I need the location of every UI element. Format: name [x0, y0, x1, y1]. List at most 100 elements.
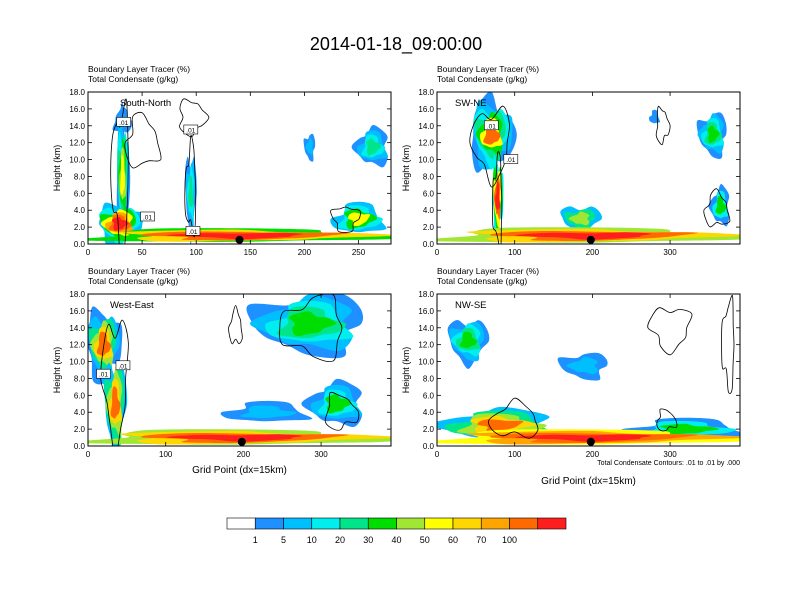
plot-frame [87, 91, 392, 245]
tracer-field-label: Boundary Layer Tracer (%) [437, 64, 539, 74]
contour-label-box [116, 117, 132, 127]
x-tick-label: 150 [244, 248, 258, 257]
condensate-cell [459, 331, 478, 348]
x-tick-label: 300 [663, 248, 677, 257]
tracer-field-label: Boundary Layer Tracer (%) [88, 64, 190, 74]
condensate-cell [568, 211, 590, 226]
condensate-field: .01 .01 [88, 294, 391, 446]
x-tick-label: 100 [159, 450, 173, 459]
y-tick-label: 2.0 [423, 425, 435, 434]
y-tick-label: 10.0 [69, 156, 85, 165]
condensate-field-label: Total Condensate (g/kg) [88, 276, 178, 286]
condensate-cell [305, 137, 313, 156]
y-tick-label: 12.0 [418, 341, 434, 350]
y-tick-label: 0.0 [74, 442, 86, 451]
panel-label: NW-SE [455, 300, 487, 311]
x-tick-label: 100 [508, 450, 522, 459]
y-axis-label: Height (km) [52, 145, 62, 192]
y-tick-label: 8.0 [423, 172, 435, 181]
x-tick-label: 100 [508, 248, 522, 257]
contour-label: .01 [506, 157, 515, 164]
condensate-cell [515, 434, 652, 442]
condensate-contour [647, 307, 693, 356]
contour-label-box [183, 124, 199, 135]
contour-label-box [140, 211, 155, 222]
x-tick-label: 300 [314, 450, 328, 459]
x-tick-label: 0 [435, 450, 440, 459]
location-marker [237, 437, 246, 446]
plot-frame [436, 91, 741, 245]
y-tick-label: 12.0 [69, 341, 85, 350]
contour-label-box [115, 360, 131, 371]
tracer-field-label: Boundary Layer Tracer (%) [88, 266, 190, 276]
y-tick-label: 18.0 [69, 290, 85, 299]
condensate-field-label: Total Condensate (g/kg) [437, 276, 527, 286]
condensate-field: .01 .01 [437, 92, 740, 244]
x-tick-label: 200 [586, 248, 600, 257]
location-marker [235, 235, 244, 244]
colorbar-swatch [396, 517, 426, 530]
x-axis-label: Grid Point (dx=15km) [541, 476, 636, 487]
colorbar-label: 40 [391, 535, 401, 545]
y-tick-label: 10.0 [69, 358, 85, 367]
colorbar-swatch [367, 517, 397, 530]
y-axis-label: Height (km) [52, 347, 62, 394]
colorbar-swatch [339, 517, 369, 530]
colorbar: 1 5 10 20 30 40 50 60 70 100 [226, 517, 567, 545]
condensate-contour [110, 98, 129, 244]
y-tick-label: 14.0 [69, 324, 85, 333]
condensate-cell [707, 125, 720, 144]
y-tick-label: 4.0 [74, 206, 86, 215]
y-tick-label: 4.0 [423, 206, 435, 215]
y-tick-label: 2.0 [74, 223, 86, 232]
x-tick-label: 0 [435, 248, 440, 257]
condensate-field-label: Total Condensate (g/kg) [88, 74, 178, 84]
colorbar-label: 5 [281, 535, 286, 545]
location-marker [586, 235, 595, 244]
condensate-contour [324, 391, 360, 431]
contour-label-box [503, 154, 519, 164]
colorbar-label: 20 [335, 535, 345, 545]
colorbar-swatch [537, 517, 567, 530]
chart-panel: .01 .01 0.0 2.0 4.0 6.0 8.0 10.0 12.0 14.0 16.0 18.… [52, 266, 392, 476]
colorbar-swatch [226, 517, 256, 530]
x-tick-label: 300 [663, 450, 677, 459]
colorbar-label: 70 [476, 535, 486, 545]
x-tick-label: 0 [86, 450, 91, 459]
condensate-cell [515, 232, 652, 240]
y-tick-label: 18.0 [69, 88, 85, 97]
y-tick-label: 0.0 [423, 240, 435, 249]
y-tick-label: 6.0 [74, 391, 86, 400]
y-tick-label: 14.0 [418, 324, 434, 333]
y-tick-label: 12.0 [418, 139, 434, 148]
condensate-contour [488, 397, 539, 439]
condensate-cell [239, 405, 297, 418]
y-tick-label: 8.0 [423, 374, 435, 383]
y-tick-label: 18.0 [418, 290, 434, 299]
x-tick-label: 50 [138, 248, 147, 257]
condensate-field: .01 .01 .01 .01 [88, 92, 391, 244]
y-tick-label: 6.0 [74, 189, 86, 198]
colorbar-swatch [283, 517, 313, 530]
panels: .01 .01 .01 .01 0.0 2.0 4.0 6.0 8.0 10.0 12.0 14.0 1… [52, 64, 741, 487]
condensate-contour [656, 408, 678, 432]
contour-label-box [484, 120, 499, 131]
y-tick-label: 10.0 [418, 156, 434, 165]
y-tick-label: 4.0 [423, 408, 435, 417]
contour-label: .01 [186, 128, 195, 135]
colorbar-label: 60 [448, 535, 458, 545]
y-tick-label: 4.0 [74, 408, 86, 417]
contour-label: .01 [118, 363, 127, 370]
condensate-contour [721, 294, 735, 394]
condensate-cell [110, 386, 121, 419]
x-tick-label: 100 [190, 248, 204, 257]
panel-label: SW-NE [455, 98, 487, 109]
y-tick-label: 10.0 [418, 358, 434, 367]
condensate-cell [495, 181, 501, 211]
location-marker [586, 437, 595, 446]
y-tick-label: 14.0 [418, 122, 434, 131]
colorbar-swatch [254, 517, 284, 530]
condensate-cell [120, 154, 126, 195]
plot-frame [87, 293, 392, 447]
x-tick-label: 200 [237, 450, 251, 459]
